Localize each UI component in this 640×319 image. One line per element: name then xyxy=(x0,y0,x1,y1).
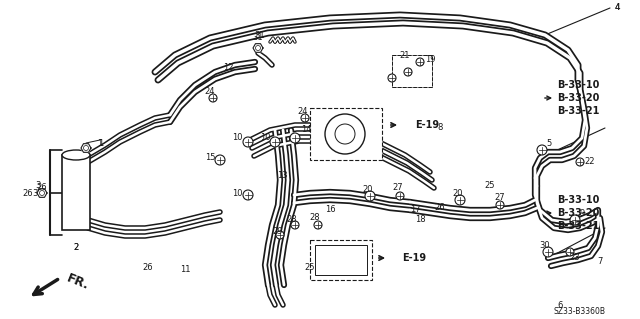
Text: 15: 15 xyxy=(205,153,215,162)
Text: 3: 3 xyxy=(35,181,41,189)
Polygon shape xyxy=(37,189,47,197)
Text: 2: 2 xyxy=(74,243,79,253)
Text: B-33-21: B-33-21 xyxy=(557,106,600,116)
Circle shape xyxy=(396,192,404,200)
Text: B-33-20: B-33-20 xyxy=(557,93,600,103)
Text: 10: 10 xyxy=(260,133,270,143)
Circle shape xyxy=(404,68,412,76)
Circle shape xyxy=(566,248,574,256)
Text: B-33-10: B-33-10 xyxy=(557,195,600,205)
Text: E-19: E-19 xyxy=(415,120,439,130)
Text: 28: 28 xyxy=(287,216,298,225)
Circle shape xyxy=(537,145,547,155)
Text: E-19: E-19 xyxy=(402,253,426,263)
Text: 25: 25 xyxy=(484,181,495,189)
Circle shape xyxy=(388,74,396,82)
Text: 28: 28 xyxy=(310,213,320,222)
Text: 4: 4 xyxy=(614,4,620,12)
Circle shape xyxy=(314,221,322,229)
Text: 26: 26 xyxy=(22,189,33,197)
Text: B-33-10: B-33-10 xyxy=(557,80,600,90)
Text: 4: 4 xyxy=(614,4,620,12)
Circle shape xyxy=(455,195,465,205)
Text: 21: 21 xyxy=(400,50,410,60)
Text: 25: 25 xyxy=(305,263,316,272)
Bar xyxy=(310,240,372,280)
Text: SZ33-B3360B: SZ33-B3360B xyxy=(554,308,606,316)
Text: 16: 16 xyxy=(324,205,335,214)
Text: B-33-20: B-33-20 xyxy=(557,208,600,218)
Circle shape xyxy=(276,231,284,239)
Polygon shape xyxy=(253,44,263,52)
Circle shape xyxy=(365,191,375,201)
Circle shape xyxy=(209,94,217,102)
Text: 3: 3 xyxy=(33,189,38,197)
Circle shape xyxy=(243,190,253,200)
Text: 22: 22 xyxy=(585,158,595,167)
Circle shape xyxy=(40,190,45,196)
Polygon shape xyxy=(81,144,91,152)
Text: 11: 11 xyxy=(180,265,190,275)
Text: 19: 19 xyxy=(425,56,435,64)
Text: 31: 31 xyxy=(255,32,266,41)
Circle shape xyxy=(416,58,424,66)
Bar xyxy=(310,108,382,160)
Ellipse shape xyxy=(62,150,90,160)
Text: 24: 24 xyxy=(205,87,215,97)
Text: 13: 13 xyxy=(276,170,287,180)
Circle shape xyxy=(496,201,504,209)
Circle shape xyxy=(301,114,309,122)
Bar xyxy=(315,245,367,275)
Text: 27: 27 xyxy=(393,183,403,192)
Text: 7: 7 xyxy=(597,257,603,266)
Text: 30: 30 xyxy=(540,241,550,250)
Circle shape xyxy=(325,114,365,154)
Text: 1: 1 xyxy=(97,138,102,147)
Circle shape xyxy=(543,247,553,257)
Text: 24: 24 xyxy=(298,108,308,116)
Text: 29: 29 xyxy=(273,227,284,236)
Text: 14: 14 xyxy=(301,125,311,135)
Text: 18: 18 xyxy=(415,216,426,225)
Text: 2: 2 xyxy=(74,243,79,253)
Text: 26: 26 xyxy=(435,204,445,212)
Circle shape xyxy=(83,145,88,151)
Text: 8: 8 xyxy=(437,123,443,132)
Text: FR.: FR. xyxy=(65,272,92,292)
Circle shape xyxy=(255,46,260,50)
Circle shape xyxy=(576,158,584,166)
Text: 9: 9 xyxy=(579,209,584,218)
Text: 20: 20 xyxy=(363,186,373,195)
Bar xyxy=(392,55,432,87)
Circle shape xyxy=(270,137,280,147)
Text: B-33-21: B-33-21 xyxy=(557,221,600,231)
Text: 17: 17 xyxy=(410,205,420,214)
Circle shape xyxy=(570,215,580,225)
Text: 1: 1 xyxy=(99,138,104,147)
Text: 10: 10 xyxy=(232,189,243,197)
Bar xyxy=(62,155,90,230)
Text: 6: 6 xyxy=(557,300,563,309)
Text: 27: 27 xyxy=(495,194,506,203)
Circle shape xyxy=(335,124,355,144)
Text: 23: 23 xyxy=(570,254,580,263)
Text: 10: 10 xyxy=(232,133,243,143)
Circle shape xyxy=(215,155,225,165)
Text: 5: 5 xyxy=(547,139,552,149)
Circle shape xyxy=(291,221,299,229)
Text: 31: 31 xyxy=(253,33,263,42)
Circle shape xyxy=(290,133,300,143)
Circle shape xyxy=(243,137,253,147)
Text: 26: 26 xyxy=(143,263,154,272)
Text: 12: 12 xyxy=(223,63,233,72)
Text: 20: 20 xyxy=(452,189,463,197)
Text: 26: 26 xyxy=(36,183,47,192)
